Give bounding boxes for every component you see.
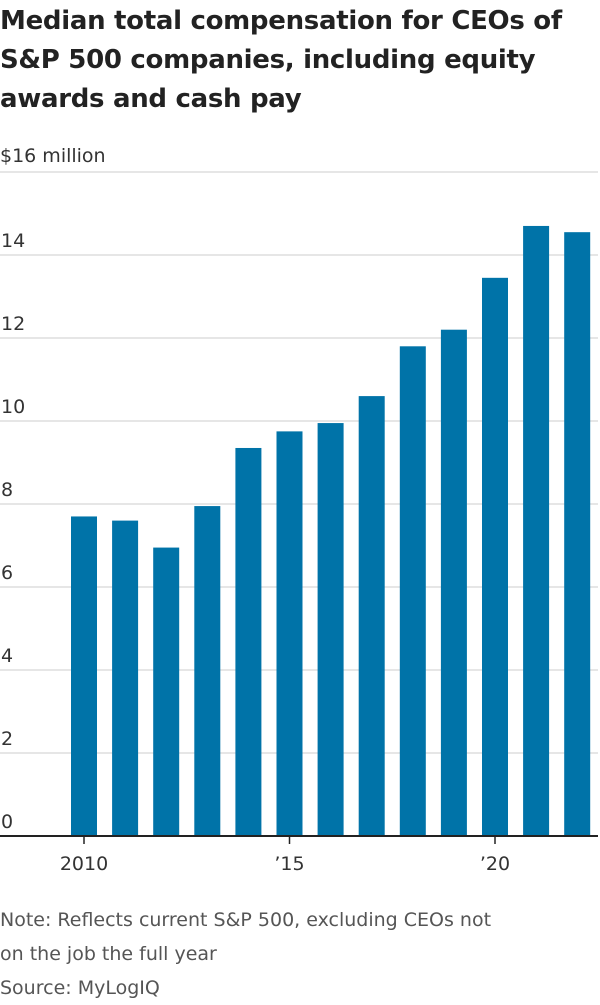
note-text-line-1: Note: Reflects current S&P 500, excludin… xyxy=(0,909,492,931)
bar-2018 xyxy=(399,346,426,836)
y-tick-label: 4 xyxy=(1,645,13,667)
y-tick-label: 2 xyxy=(1,728,13,750)
bar-2010 xyxy=(71,516,97,836)
x-tick-label: ’15 xyxy=(274,853,304,875)
bar-2012 xyxy=(153,547,180,836)
chart-title: Median total compensation for CEOs of S&… xyxy=(0,6,562,114)
y-tick-label: 12 xyxy=(1,313,25,335)
bar-2019 xyxy=(440,329,467,836)
source-text: Source: MyLogIQ xyxy=(0,977,160,999)
y-tick-label: 10 xyxy=(1,396,25,418)
bar-2016 xyxy=(317,423,344,836)
chart-notes: Note: Reflects current S&P 500, excludin… xyxy=(0,903,598,1005)
y-tick-label: 14 xyxy=(1,230,25,252)
y-axis-ticks: 0 2 4 6 8 10 12 14 xyxy=(1,230,25,833)
bar-2021 xyxy=(523,225,550,836)
bar-2013 xyxy=(194,506,221,836)
y-tick-label: 8 xyxy=(1,479,13,501)
y-tick-label: 0 xyxy=(1,811,13,833)
x-axis-ticks: 2010 ’15 ’20 xyxy=(60,836,510,875)
note-text-line-2: on the job the full year xyxy=(0,943,217,965)
bar-2014 xyxy=(235,447,262,836)
bars xyxy=(71,225,591,837)
bar-2022 xyxy=(564,232,591,837)
y-axis-unit-label: $16 million xyxy=(0,145,106,167)
bar-2017 xyxy=(358,396,385,836)
bar-2020 xyxy=(482,277,508,836)
bar-2015 xyxy=(276,431,303,836)
bar-chart: 0 2 4 6 8 10 12 14 2010 ’15 ’20 xyxy=(0,171,598,875)
bar-2011 xyxy=(112,520,139,836)
x-tick-label: 2010 xyxy=(60,853,108,875)
y-tick-label: 6 xyxy=(1,562,13,584)
x-tick-label: ’20 xyxy=(480,853,510,875)
